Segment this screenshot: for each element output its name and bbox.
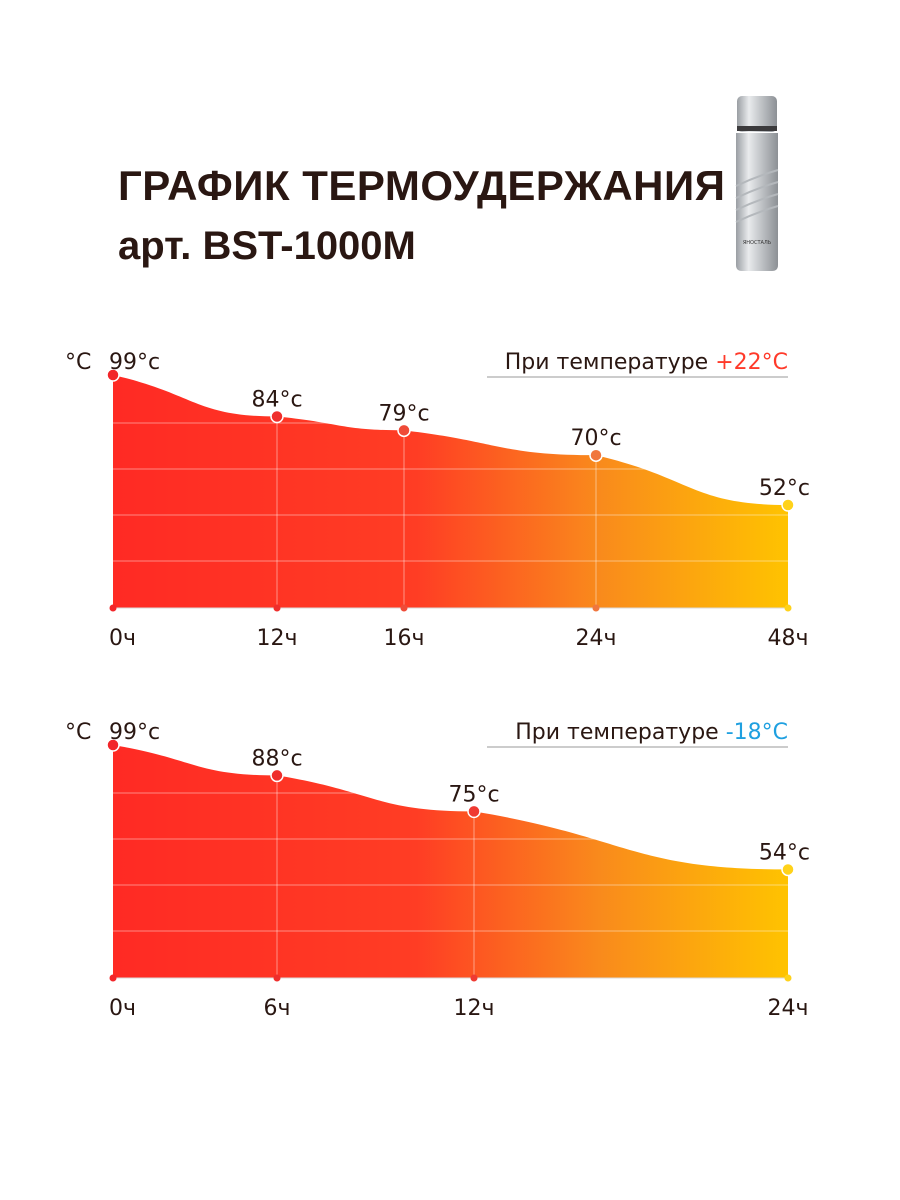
article-number: арт. BST-1000M — [118, 224, 416, 268]
point-label: 88°c — [251, 746, 302, 771]
axis-tick-dot — [470, 974, 478, 982]
x-tick-label: 24ч — [576, 626, 617, 651]
point-label: 99°c — [109, 720, 160, 745]
point-label: 54°c — [759, 840, 810, 865]
data-point — [397, 423, 411, 438]
axis-tick-dot — [109, 604, 117, 612]
data-point — [781, 862, 795, 877]
data-point — [781, 498, 795, 512]
page-title: ГРАФИК ТЕРМОУДЕРЖАНИЯ — [118, 162, 726, 209]
x-tick-label: 16ч — [384, 626, 425, 651]
y-unit-label: °C — [65, 350, 91, 375]
axis-tick-dot — [784, 974, 792, 982]
point-label: 75°c — [448, 782, 499, 807]
brand-label: ЯНОСТАЛЬ — [743, 240, 772, 246]
temperature-chart-room: 99°c 0ч 84°c 12ч 79°c 16ч 70°c 24ч 52°c 48ч °C При … — [60, 335, 850, 665]
temperature-area — [113, 375, 788, 608]
x-tick-label: 24ч — [768, 996, 809, 1021]
data-point — [270, 409, 284, 424]
point-label: 84°c — [251, 387, 302, 412]
ambient-temperature-note: При температуре +22°C — [505, 350, 788, 375]
axis-tick-dot — [273, 604, 281, 612]
axis-tick-dot — [784, 604, 792, 612]
point-label: 79°c — [378, 401, 429, 426]
axis-tick-dot — [592, 604, 600, 612]
thermos-cap — [737, 96, 777, 132]
x-tick-label: 12ч — [257, 626, 298, 651]
axis-tick-dot — [400, 604, 408, 612]
x-tick-label: 0ч — [109, 996, 136, 1021]
data-point — [270, 768, 284, 783]
axis-tick-dot — [273, 974, 281, 982]
data-point — [467, 804, 481, 819]
data-point — [106, 738, 120, 752]
x-tick-label: 6ч — [264, 996, 291, 1021]
data-point — [106, 368, 120, 382]
point-label: 99°c — [109, 350, 160, 375]
temperature-chart-cold: 99°c 0ч 88°c 6ч 75°c 12ч 54°c 24ч °C При температ… — [60, 705, 850, 1035]
thermos-ring — [737, 126, 777, 131]
point-label: 52°c — [759, 476, 810, 501]
ambient-temperature-note: При температуре -18°C — [515, 720, 788, 745]
temperature-area — [113, 745, 788, 978]
data-point — [589, 448, 603, 462]
x-tick-label: 0ч — [109, 626, 136, 651]
point-label: 70°c — [570, 426, 621, 451]
x-tick-label: 48ч — [768, 626, 809, 651]
x-tick-label: 12ч — [454, 996, 495, 1021]
chart-svg: 99°c 0ч 84°c 12ч 79°c 16ч 70°c 24ч 52°c 48ч °C При … — [65, 350, 810, 651]
axis-tick-dot — [109, 974, 117, 982]
y-unit-label: °C — [65, 720, 91, 745]
thermos-image: ЯНОСТАЛЬ — [722, 86, 792, 276]
chart-svg: 99°c 0ч 88°c 6ч 75°c 12ч 54°c 24ч °C При температ… — [65, 720, 810, 1021]
